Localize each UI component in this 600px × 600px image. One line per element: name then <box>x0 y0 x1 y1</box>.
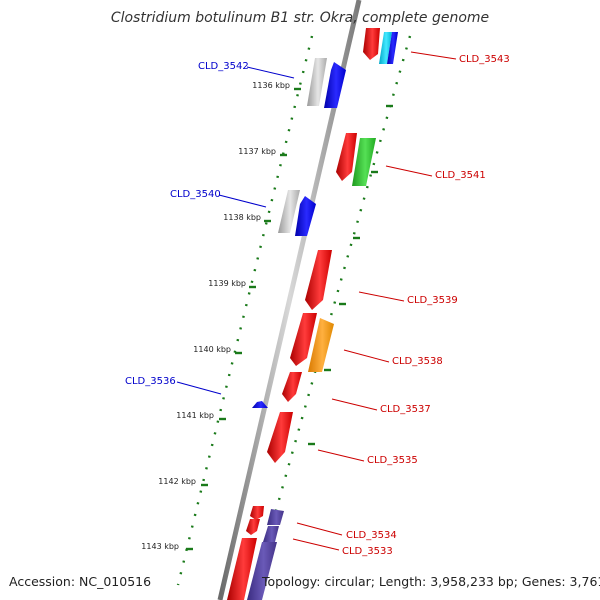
map-title: Clostridium botulinum B1 str. Okra, comp… <box>111 10 489 26</box>
leader-line <box>385 165 433 177</box>
gene-arrow-gray[interactable] <box>278 190 300 233</box>
kbp-ticks <box>186 87 393 551</box>
gene-arrow-red[interactable] <box>363 28 380 60</box>
gene-label-cld-3541[interactable]: CLD_3541 <box>435 170 486 181</box>
gene-arrow-purple[interactable] <box>263 526 279 542</box>
gene-label-cld-3540[interactable]: CLD_3540 <box>170 189 221 200</box>
kbp-label: 1141 kbp <box>176 411 214 420</box>
gene-label-cld-3535[interactable]: CLD_3535 <box>367 455 418 466</box>
gene-arrow-green[interactable] <box>352 138 376 186</box>
gene-cld-3533[interactable] <box>227 526 279 600</box>
gene-arrow-purple[interactable] <box>267 509 284 525</box>
leader-line <box>317 449 365 462</box>
gene-arrow-red[interactable] <box>227 538 257 600</box>
leader-line <box>246 66 295 79</box>
leader-lines <box>176 51 457 551</box>
leader-line <box>410 51 457 60</box>
kbp-label: 1136 kbp <box>252 81 290 90</box>
leader-line <box>218 194 267 208</box>
gene-cld-3534[interactable] <box>246 506 284 535</box>
gene-label-cld-3534[interactable]: CLD_3534 <box>346 530 397 541</box>
gene-arrow-red[interactable] <box>246 519 260 535</box>
gene-cld-3538[interactable] <box>290 313 334 372</box>
gene-arrow-purple[interactable] <box>247 542 277 600</box>
leader-line <box>292 538 340 551</box>
gene-arrow-red[interactable] <box>290 313 317 366</box>
gene-cld-3536[interactable] <box>252 401 268 408</box>
gene-cld-3541[interactable] <box>336 133 376 186</box>
leader-line <box>296 522 343 536</box>
gene-arrow-blue[interactable] <box>387 32 398 64</box>
gene-label-cld-3543[interactable]: CLD_3543 <box>459 54 510 65</box>
kbp-label: 1140 kbp <box>193 345 231 354</box>
gene-arrow-red[interactable] <box>282 372 302 402</box>
gene-label-cld-3542[interactable]: CLD_3542 <box>198 61 249 72</box>
gene-arrow-orange[interactable] <box>308 318 334 372</box>
gene-arrow-blue[interactable] <box>324 62 346 108</box>
kbp-label: 1139 kbp <box>208 279 246 288</box>
gene-label-cld-3536[interactable]: CLD_3536 <box>125 376 176 387</box>
accession-text: Accession: NC_010516 <box>9 574 151 589</box>
gene-cld-3535[interactable] <box>267 412 293 463</box>
kbp-label: 1143 kbp <box>141 542 179 551</box>
gene-cld-3539[interactable] <box>305 250 332 310</box>
gene-arrow-blue[interactable] <box>295 196 316 236</box>
gene-cld-3543[interactable] <box>363 28 398 64</box>
leader-line <box>358 291 405 302</box>
kbp-label: 1142 kbp <box>158 477 196 486</box>
leader-line <box>331 398 378 411</box>
gene-cld-3540[interactable] <box>278 190 316 236</box>
gene-label-cld-3539[interactable]: CLD_3539 <box>407 295 458 306</box>
gene-label-cld-3537[interactable]: CLD_3537 <box>380 404 431 415</box>
gene-arrow-red[interactable] <box>250 506 264 520</box>
gene-cld-3542[interactable] <box>307 58 346 108</box>
gene-cld-3537[interactable] <box>282 372 302 402</box>
gene-label-cld-3538[interactable]: CLD_3538 <box>392 356 443 367</box>
kbp-label: 1137 kbp <box>238 147 276 156</box>
topology-text: Topology: circular; Length: 3,958,233 bp… <box>261 574 600 589</box>
kbp-label: 1138 kbp <box>223 213 261 222</box>
gene-label-cld-3533[interactable]: CLD_3533 <box>342 546 393 557</box>
gene-arrow-red[interactable] <box>305 250 332 310</box>
leader-line <box>343 349 390 363</box>
gene-arrow-red[interactable] <box>336 133 357 181</box>
gene-arrow-gray[interactable] <box>307 58 327 106</box>
gene-arrow-red[interactable] <box>267 412 293 463</box>
leader-line <box>176 381 222 395</box>
gene-arrow-cyan[interactable] <box>379 32 392 64</box>
gene-arrow-blue[interactable] <box>252 401 268 408</box>
